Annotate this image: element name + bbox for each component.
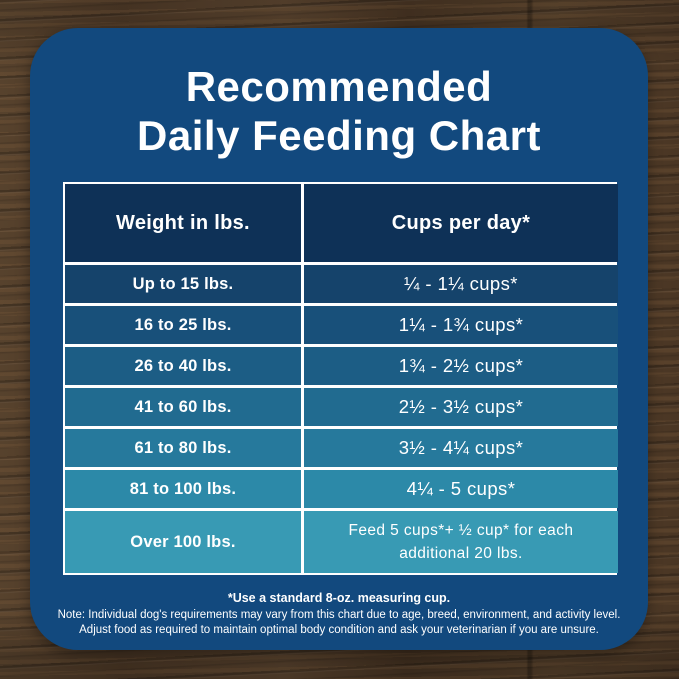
cups-cell: 4¼ - 5 cups* bbox=[303, 470, 618, 508]
weight-cell: 61 to 80 lbs. bbox=[65, 429, 301, 467]
cups-cell: 1¾ - 2½ cups* bbox=[303, 347, 618, 385]
cups-cell: ¼ - 1¼ cups* bbox=[303, 265, 618, 303]
page-title: Recommended Daily Feeding Chart bbox=[30, 62, 648, 160]
weight-cell: Over 100 lbs. bbox=[65, 511, 301, 573]
cups-column-header: Cups per day* bbox=[303, 184, 618, 262]
feeding-table: Weight in lbs. Cups per day* Up to 15 lbs.… bbox=[63, 182, 618, 575]
weight-cell: 16 to 25 lbs. bbox=[65, 306, 301, 344]
footnotes: *Use a standard 8-oz. measuring cup. Not… bbox=[30, 591, 648, 638]
measuring-cup-footnote: *Use a standard 8-oz. measuring cup. bbox=[227, 591, 451, 605]
cups-cell: 3½ - 4¼ cups* bbox=[303, 429, 618, 467]
feeding-chart-card: Recommended Daily Feeding Chart Weight in… bbox=[30, 28, 648, 650]
weight-cell: 26 to 40 lbs. bbox=[65, 347, 301, 385]
note-line-1: Note: Individual dog's requirements may … bbox=[57, 609, 621, 621]
cups-cell: Feed 5 cups*+ ½ cup* for each additional… bbox=[303, 511, 618, 573]
note-line-2: Adjust food as required to maintain opti… bbox=[79, 624, 599, 636]
weight-column-header: Weight in lbs. bbox=[65, 184, 301, 262]
cups-cell: 1¼ - 1¾ cups* bbox=[303, 306, 618, 344]
page-title-line2: Daily Feeding Chart bbox=[137, 112, 541, 159]
cups-cell: 2½ - 3½ cups* bbox=[303, 388, 618, 426]
page-title-line1: Recommended bbox=[185, 63, 493, 110]
weight-cell: 41 to 60 lbs. bbox=[65, 388, 301, 426]
weight-cell: Up to 15 lbs. bbox=[65, 265, 301, 303]
weight-cell: 81 to 100 lbs. bbox=[65, 470, 301, 508]
